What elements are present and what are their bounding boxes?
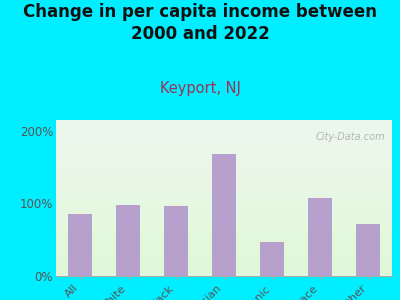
Bar <box>260 242 284 276</box>
Bar <box>212 154 236 276</box>
Text: Change in per capita income between
2000 and 2022: Change in per capita income between 2000… <box>23 3 377 43</box>
Bar <box>68 214 92 276</box>
Text: Keyport, NJ: Keyport, NJ <box>160 81 240 96</box>
Text: City-Data.com: City-Data.com <box>316 133 385 142</box>
Bar <box>308 198 332 276</box>
Bar <box>116 205 140 276</box>
Bar <box>356 224 380 276</box>
Bar <box>164 206 188 276</box>
